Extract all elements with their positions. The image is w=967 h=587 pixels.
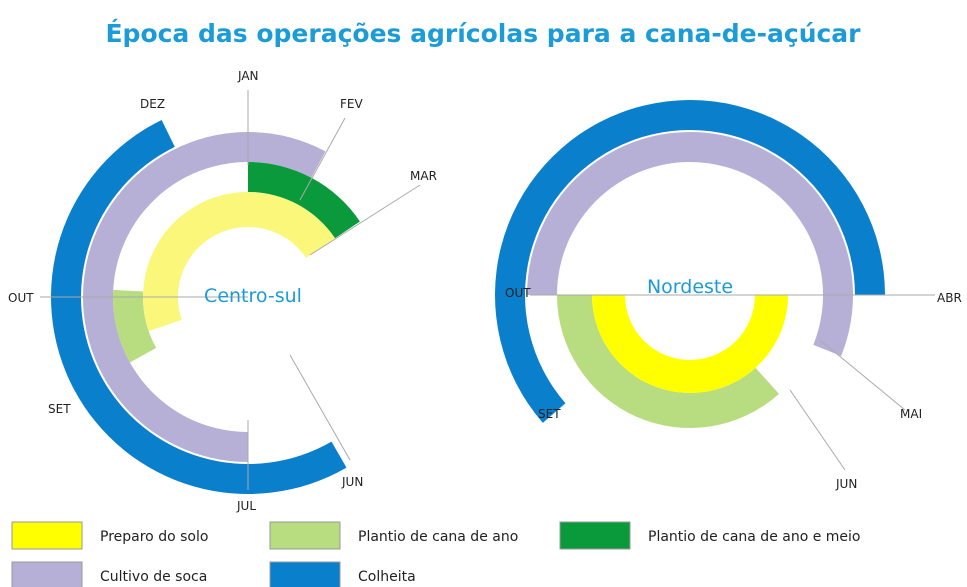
period-arc: [592, 295, 788, 393]
period-arc: [50, 119, 347, 495]
legend-swatch: [269, 521, 341, 550]
tick-line: [789, 389, 846, 471]
month-label: JUN: [835, 477, 857, 491]
legend-swatch: [11, 561, 83, 587]
month-label: OUT: [8, 291, 34, 305]
period-arc: [557, 295, 779, 429]
month-label: SET: [538, 407, 561, 421]
legend-label: Preparo do solo: [100, 529, 208, 545]
legend-swatch: [11, 521, 83, 550]
period-arc: [113, 289, 157, 363]
tick-line: [299, 117, 346, 201]
tick-line: [309, 184, 421, 256]
tick-line: [289, 354, 351, 461]
month-label: MAR: [410, 169, 437, 183]
month-label: MAI: [900, 407, 922, 421]
period-arc: [495, 100, 885, 423]
month-label: ABR: [937, 291, 962, 305]
month-label: JUN: [341, 475, 363, 489]
month-label: DEZ: [140, 97, 165, 111]
title: Época das operações agrícolas para a can…: [105, 19, 861, 48]
month-label: OUT: [505, 286, 531, 300]
period-arc: [248, 162, 360, 239]
month-label: JAN: [237, 69, 259, 83]
legend-label: Colheita: [358, 569, 416, 585]
legend-label: Plantio de cana de ano e meio: [648, 529, 861, 545]
legend: Preparo do solo Plantio de cana de ano P…: [11, 521, 861, 587]
month-label: JUL: [236, 499, 256, 513]
month-label: SET: [48, 402, 71, 416]
month-label: FEV: [340, 97, 363, 111]
period-arc: [82, 132, 326, 462]
legend-swatch: [269, 561, 341, 587]
period-arc: [527, 131, 853, 357]
legend-label: Cultivo de soca: [100, 569, 207, 585]
arcs: [50, 100, 885, 495]
center-label: Centro-sul: [204, 285, 302, 307]
legend-swatch: [559, 521, 631, 550]
tick-line: [819, 339, 906, 411]
legend-label: Plantio de cana de ano: [358, 529, 518, 545]
center-label: Nordeste: [647, 276, 733, 298]
tick-lines: [40, 90, 935, 490]
period-arc: [142, 191, 336, 332]
